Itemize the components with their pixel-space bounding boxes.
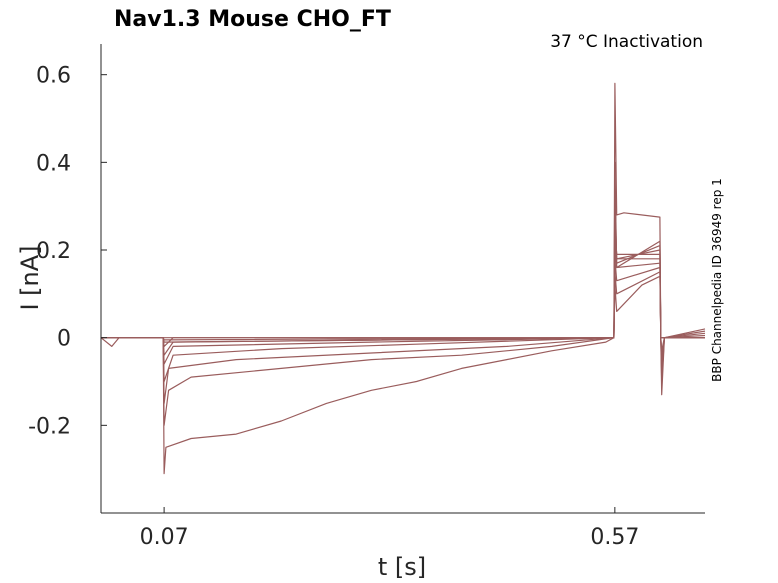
- channelpedia-id-label: BBP Channelpedia ID 36949 rep 1: [710, 178, 724, 382]
- x-tick-label: 0.07: [140, 525, 189, 550]
- y-tick-label: 0: [57, 327, 71, 352]
- chart-title: Nav1.3 Mouse CHO_FT: [114, 7, 391, 32]
- current-trace-1: [100, 82, 706, 475]
- y-tick-label: -0.2: [28, 414, 71, 439]
- current-trace-6: [101, 240, 705, 356]
- y-tick-label: 0.2: [36, 239, 71, 264]
- trace-group: [100, 82, 706, 475]
- x-axis-label: t [s]: [378, 553, 426, 581]
- y-tick-group: 0.6 0.4 0.2 0 -0.2: [28, 64, 107, 439]
- current-trace-7: [101, 249, 705, 352]
- x-tick-group: 0.07 0.57: [140, 507, 639, 550]
- y-tick-label: 0.6: [36, 64, 71, 89]
- y-tick-label: 0.4: [36, 151, 71, 176]
- x-tick-label: 0.57: [590, 525, 639, 550]
- current-trace-5: [101, 227, 705, 365]
- chart-subtitle: 37 °C Inactivation: [550, 32, 703, 52]
- y-axis-label: I [nA]: [16, 245, 44, 310]
- current-trace-10: [101, 275, 705, 339]
